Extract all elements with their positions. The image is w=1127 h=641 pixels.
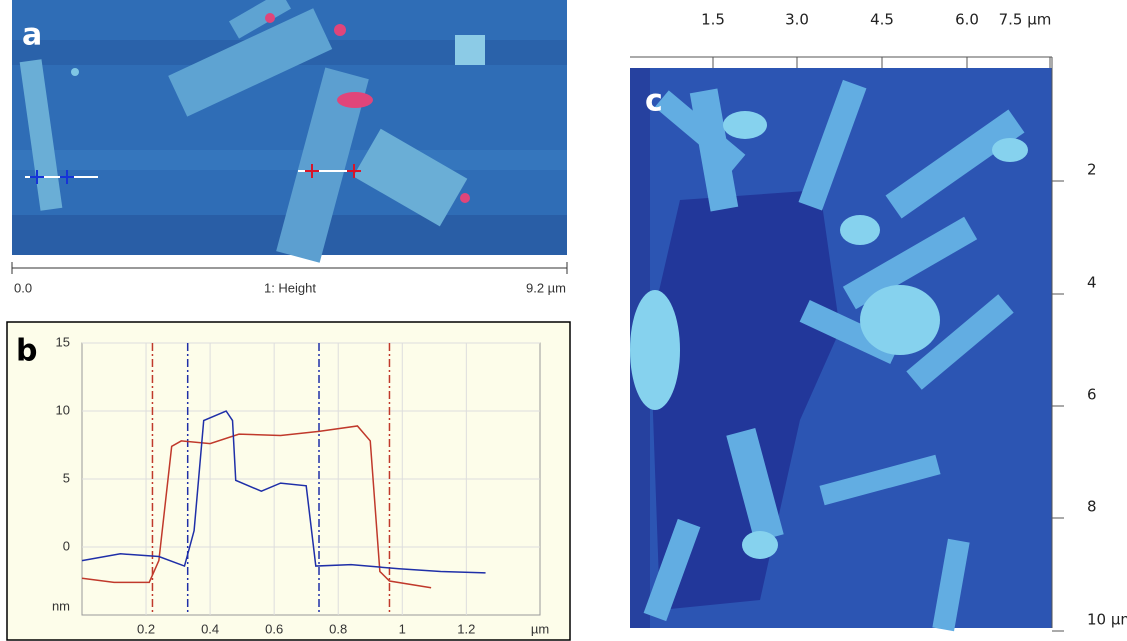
y-axis-label: nm [52,598,70,613]
x-tick-label: 0.8 [329,621,347,636]
afm-image-a [12,0,567,263]
afm-image-c [630,68,1052,631]
right-label: 4 [1087,274,1097,292]
scale-end: 9.2 µm [526,280,566,295]
scale-start: 0.0 [14,280,32,295]
x-axis-label: µm [531,621,549,636]
top-label: 7.5 µm [999,11,1052,29]
scale-bar [12,262,567,274]
top-label: 1.5 [701,11,725,29]
figure: a 0.0 1: Height 9.2 µm b 0 5 10 15 0.2 0.4 0.6… [0,0,1127,641]
y-tick-label: 15 [56,334,70,349]
right-label: 8 [1087,498,1097,516]
line-chart: 0 5 10 15 0.2 0.4 0.6 0.8 1 1.2 nm µm [52,334,549,636]
panel-label: b [16,334,37,369]
scale-title: 1: Height [264,280,316,295]
top-label: 4.5 [870,11,894,29]
panel-label: c [645,84,663,119]
x-tick-label: 0.2 [137,621,155,636]
y-tick-label: 0 [63,538,70,553]
y-tick-label: 10 [56,402,70,417]
x-tick-label: 0.4 [201,621,219,636]
panel-label: a [22,18,42,53]
top-label: 6.0 [955,11,979,29]
y-tick-label: 5 [63,470,70,485]
x-tick-label: 1 [399,621,406,636]
right-label: 6 [1087,386,1097,404]
right-label: 10 µm [1087,611,1127,629]
x-tick-label: 1.2 [457,621,475,636]
top-label: 3.0 [785,11,809,29]
right-label: 2 [1087,161,1097,179]
x-tick-label: 0.6 [265,621,283,636]
